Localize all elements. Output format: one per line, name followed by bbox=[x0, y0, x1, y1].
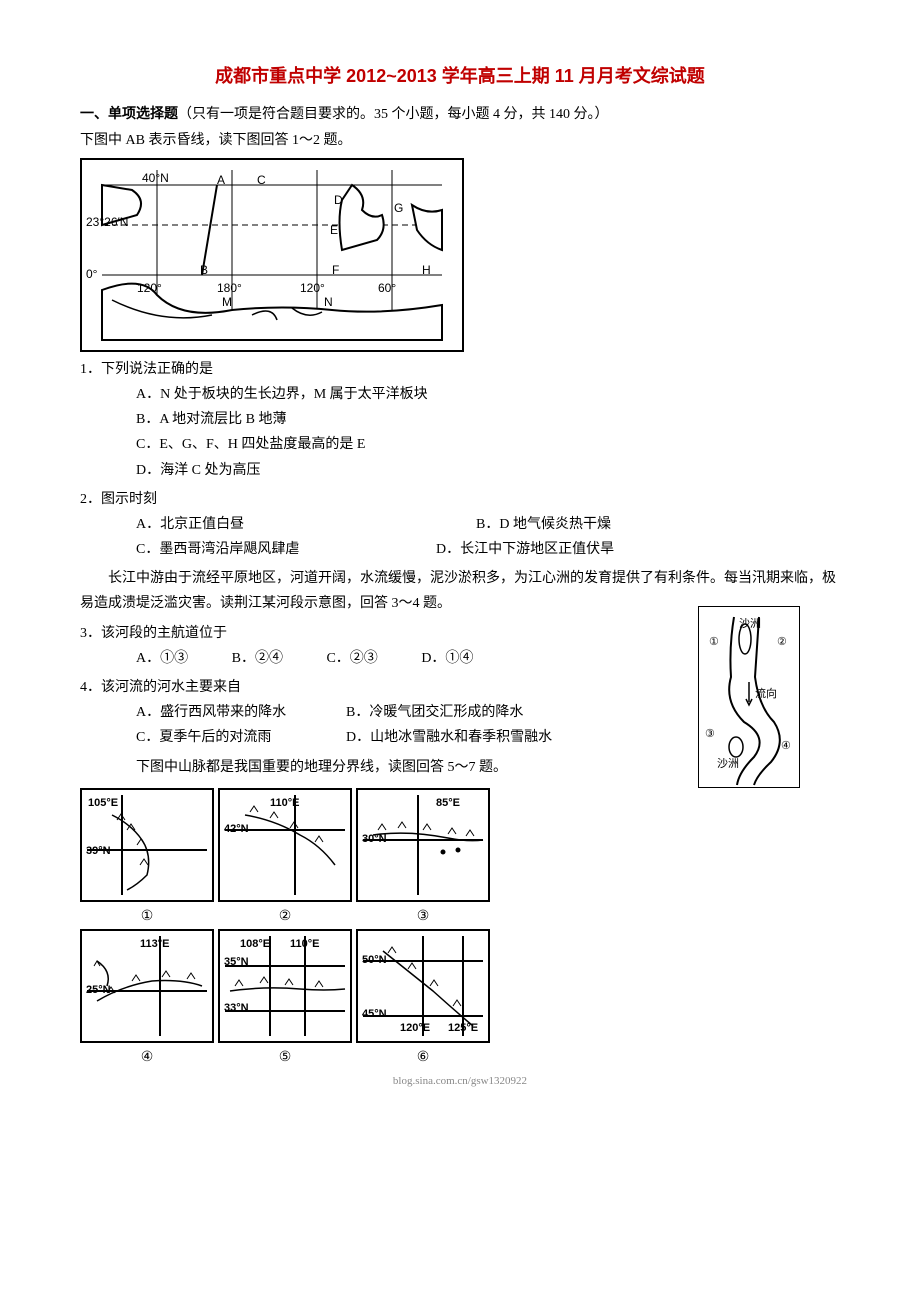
section-note: （只有一项是符合题目要求的。35 个小题，每小题 4 分，共 140 分。） bbox=[178, 107, 609, 122]
question-1: 1．下列说法正确的是 A．N 处于板块的生长边界，M 属于太平洋板块 B．A 地… bbox=[80, 357, 840, 483]
m5-lon1: 108°E bbox=[240, 935, 270, 955]
watermark: blog.sina.com.cn/gsw1320922 bbox=[80, 1072, 840, 1092]
m5-lat2: 33°N bbox=[224, 999, 249, 1019]
q2-opt-d: D．长江中下游地区正值伏旱 bbox=[436, 537, 614, 562]
map-point-c: C bbox=[257, 170, 266, 192]
map-point-e: E bbox=[330, 220, 338, 242]
q4-opt-a: A．盛行西风带来的降水 bbox=[136, 700, 346, 725]
q1-opt-d: D．海洋 C 处为高压 bbox=[136, 458, 840, 483]
m5-lat1: 35°N bbox=[224, 953, 249, 973]
m4-lon: 113°E bbox=[140, 935, 169, 955]
mountain-cell-2: 110°E 42°N bbox=[218, 788, 352, 902]
map-point-d: D bbox=[334, 190, 343, 212]
river-flow: 流向 bbox=[755, 685, 777, 705]
m2-lon: 110°E bbox=[270, 794, 299, 814]
river-n2: ② bbox=[777, 633, 787, 653]
map-point-g: G bbox=[394, 198, 403, 220]
map-lon-120a: 120° bbox=[137, 278, 162, 300]
m6-lon2: 125°E bbox=[448, 1019, 478, 1039]
m5-lon2: 110°E bbox=[290, 935, 319, 955]
m3-lat: 30°N bbox=[362, 830, 387, 850]
q3-opt-d: D．①④ bbox=[421, 651, 473, 666]
m1-num: ① bbox=[80, 904, 214, 929]
q3-opt-c: C．②③ bbox=[326, 651, 377, 666]
mountain-cell-4: 113°E 25°N bbox=[80, 929, 214, 1043]
m4-num: ④ bbox=[80, 1045, 214, 1070]
map-point-h: H bbox=[422, 260, 431, 282]
m2-num: ② bbox=[218, 904, 352, 929]
m6-lat2: 45°N bbox=[362, 1005, 387, 1025]
m4-lat: 25°N bbox=[86, 981, 111, 1001]
river-sha1: 沙洲 bbox=[739, 615, 761, 635]
mountain-cell-5: 108°E 110°E 35°N 33°N bbox=[218, 929, 352, 1043]
map-point-n: N bbox=[324, 292, 333, 314]
map-lon-120b: 120° bbox=[300, 278, 325, 300]
q1-opt-b: B．A 地对流层比 B 地薄 bbox=[136, 407, 840, 432]
q1-opt-c: C．E、G、F、H 四处盐度最高的是 E bbox=[136, 432, 840, 457]
map-lon-60: 60° bbox=[378, 278, 396, 300]
river-n4: ④ bbox=[781, 737, 791, 757]
m3-num: ③ bbox=[356, 904, 490, 929]
mountain-grid: 105°E 39°N ① 110°E 42°N ② 85°E 30°N ③ bbox=[80, 788, 840, 1092]
m5-num: ⑤ bbox=[218, 1045, 352, 1070]
q3-opt-b: B．②④ bbox=[232, 651, 283, 666]
q2-opt-a: A．北京正值白昼 bbox=[136, 512, 476, 537]
map-figure-1: 40°N 23°26′N 0° 120° 180° 120° 60° A B C… bbox=[80, 158, 464, 352]
q1-opt-a: A．N 处于板块的生长边界，M 属于太平洋板块 bbox=[136, 382, 840, 407]
q3-opt-a: A．①③ bbox=[136, 651, 188, 666]
m6-lon1: 120°E bbox=[400, 1019, 430, 1039]
q2-opt-c: C．墨西哥湾沿岸飓风肆虐 bbox=[136, 537, 436, 562]
m6-num: ⑥ bbox=[356, 1045, 490, 1070]
q1-stem: 1．下列说法正确的是 bbox=[80, 357, 840, 382]
map-lat-2326n: 23°26′N bbox=[86, 212, 128, 234]
intro-text-1: 下图中 AB 表示昏线，读下图回答 1～2 题。 bbox=[80, 128, 840, 153]
m3-lon: 85°E bbox=[436, 794, 460, 814]
mountain-cell-1: 105°E 39°N bbox=[80, 788, 214, 902]
q4-opt-b: B．冷暖气团交汇形成的降水 bbox=[346, 700, 523, 725]
section-label: 一、单项选择题 bbox=[80, 107, 178, 122]
mountain-cell-3: 85°E 30°N bbox=[356, 788, 490, 902]
m6-lat1: 50°N bbox=[362, 951, 387, 971]
q4-opt-c: C．夏季午后的对流雨 bbox=[136, 725, 346, 750]
map-point-m: M bbox=[222, 292, 232, 314]
q4-opt-d: D．山地冰雪融水和春季积雪融水 bbox=[346, 725, 552, 750]
map-point-f: F bbox=[332, 260, 339, 282]
mountain-cell-6: 50°N 45°N 120°E 125°E bbox=[356, 929, 490, 1043]
m1-lon: 105°E bbox=[88, 794, 118, 814]
m2-lat: 42°N bbox=[224, 820, 249, 840]
river-sha2: 沙洲 bbox=[717, 755, 739, 775]
river-n3: ③ bbox=[705, 725, 715, 745]
q2-opt-b: B．D 地气候炎热干燥 bbox=[476, 512, 611, 537]
q2-stem: 2．图示时刻 bbox=[80, 487, 840, 512]
river-figure: 沙洲 ① ② 流向 ③ ④ 沙洲 bbox=[698, 606, 800, 788]
map-point-a: A bbox=[217, 170, 225, 192]
river-n1: ① bbox=[709, 633, 719, 653]
map-lat-0: 0° bbox=[86, 264, 97, 286]
map-lat-40n: 40°N bbox=[142, 168, 169, 190]
section-header: 一、单项选择题（只有一项是符合题目要求的。35 个小题，每小题 4 分，共 14… bbox=[80, 102, 840, 127]
map-point-b: B bbox=[200, 260, 208, 282]
page-title: 成都市重点中学 2012~2013 学年高三上期 11 月月考文综试题 bbox=[80, 60, 840, 92]
m1-lat: 39°N bbox=[86, 842, 111, 862]
question-2: 2．图示时刻 A．北京正值白昼 B．D 地气候炎热干燥 C．墨西哥湾沿岸飓风肆虐… bbox=[80, 487, 840, 563]
